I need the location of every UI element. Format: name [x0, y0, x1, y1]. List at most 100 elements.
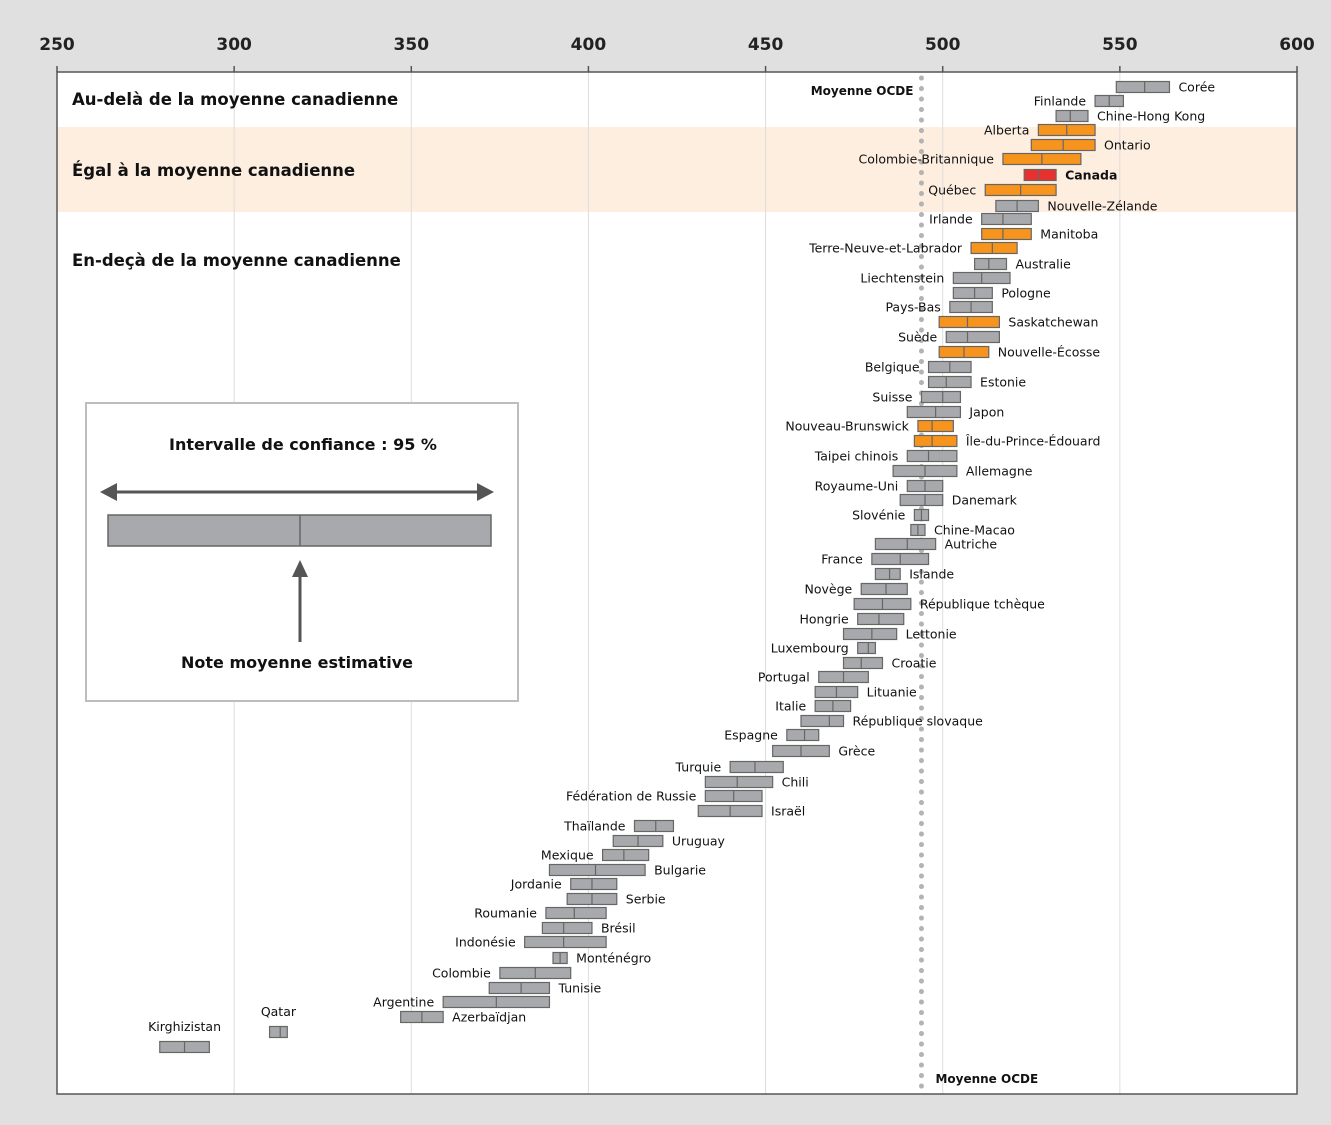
row-24-bar	[917, 419, 954, 433]
row-51-label: Thaïlande	[563, 819, 626, 834]
row-23-label: Japon	[968, 405, 1004, 420]
row-48-bar	[704, 775, 774, 789]
row-26-bar	[906, 449, 958, 463]
row-7-bar	[1023, 168, 1057, 182]
row-11-bar	[981, 227, 1032, 241]
tick-label-500: 500	[925, 35, 961, 55]
row-14-label: Liechtenstein	[860, 271, 944, 286]
row-43-label: Italie	[775, 699, 806, 714]
row-45-bar	[786, 728, 820, 742]
row-39-label: Luxembourg	[771, 641, 849, 656]
row-54-label: Bulgarie	[654, 863, 706, 878]
row-51-bar	[633, 819, 675, 833]
oecd-label-top: Moyenne OCDE	[811, 84, 914, 98]
row-40-label: Croatie	[891, 656, 936, 671]
row-3-label: Chine-Hong Kong	[1097, 109, 1205, 124]
row-18-bar	[945, 330, 1000, 344]
row-22-label: Suisse	[872, 390, 912, 405]
row-37-bar	[857, 612, 905, 626]
row-9-label: Nouvelle-Zélande	[1047, 199, 1157, 214]
row-45-label: Espagne	[724, 728, 778, 743]
row-47-bar	[729, 760, 784, 774]
row-38-label: Lettonie	[906, 627, 957, 642]
legend-title: Intervalle de confiance : 95 %	[169, 435, 437, 454]
row-58-label: Brésil	[601, 921, 636, 936]
row-53-bar	[601, 848, 650, 862]
row-20-label: Belgique	[865, 360, 920, 375]
legend-caption: Note moyenne estimative	[181, 653, 413, 672]
tick-label-600: 600	[1279, 35, 1315, 55]
row-42-label: Lituanie	[867, 685, 917, 700]
row-63-label: Argentine	[373, 995, 434, 1010]
row-65-label: Qatar	[261, 1004, 297, 1019]
legend-arrow-right-head	[477, 483, 494, 501]
row-13-label: Australie	[1015, 257, 1071, 272]
row-32-label: Autriche	[945, 537, 998, 552]
legend-up-arrow-head	[292, 560, 308, 577]
row-26-label: Taipei chinois	[814, 449, 899, 464]
row-37-label: Hongrie	[799, 612, 849, 627]
band-1	[57, 72, 1297, 127]
row-57-bar	[545, 906, 607, 920]
row-32-bar	[874, 537, 937, 551]
row-17-label: Saskatchewan	[1008, 315, 1098, 330]
row-64-label: Azerbaïdjan	[452, 1010, 526, 1025]
row-58-bar	[541, 921, 593, 935]
band-label-1: Au-delà de la moyenne canadienne	[72, 90, 398, 109]
row-66-label: Kirghizistan	[148, 1019, 221, 1034]
row-38-bar	[842, 627, 898, 641]
row-34-label: Islande	[909, 567, 954, 582]
row-5-label: Ontario	[1104, 138, 1151, 153]
legend-arrow-left-head	[100, 483, 117, 501]
tick-label-450: 450	[748, 35, 784, 55]
row-11-label: Manitoba	[1040, 227, 1098, 242]
row-55-label: Jordanie	[510, 877, 562, 892]
row-12-bar	[970, 241, 1018, 255]
row-29-label: Danemark	[952, 493, 1018, 508]
row-36-label: République tchèque	[920, 597, 1045, 612]
row-1-bar	[1115, 80, 1171, 94]
plot-frame	[56, 71, 1298, 1095]
tick-label-300: 300	[216, 35, 252, 55]
row-3-bar	[1055, 109, 1089, 123]
row-39-bar	[857, 641, 877, 655]
row-10-bar	[981, 212, 1032, 226]
row-48-label: Chili	[782, 775, 809, 790]
row-8-label: Québec	[928, 183, 976, 198]
row-46-label: Grèce	[838, 744, 875, 759]
row-2-label: Finlande	[1034, 94, 1087, 109]
row-18-label: Suède	[898, 330, 937, 345]
band-label-2: Égal à la moyenne canadienne	[72, 161, 355, 180]
row-54-bar	[548, 863, 646, 877]
row-22-bar	[920, 390, 962, 404]
row-59-bar	[524, 935, 607, 949]
row-65-bar	[268, 1025, 288, 1039]
row-1-label: Corée	[1178, 80, 1215, 95]
row-50-label: Israël	[771, 804, 805, 819]
row-13-bar	[973, 257, 1008, 271]
plot-layer: Au-delà de la moyenne canadienne Égal à l…	[39, 35, 1315, 1095]
tick-label-400: 400	[571, 35, 607, 55]
row-55-bar	[570, 877, 618, 891]
row-56-label: Serbie	[626, 892, 666, 907]
band-label-3: En-deçà de la moyenne canadienne	[72, 251, 401, 270]
row-15-label: Pologne	[1001, 286, 1051, 301]
row-24-label: Nouveau-Brunswick	[785, 419, 909, 434]
tick-label-550: 550	[1102, 35, 1138, 55]
tick-label-250: 250	[39, 35, 75, 55]
row-62-bar	[488, 981, 551, 995]
row-15-bar	[952, 286, 993, 300]
row-41-label: Portugal	[758, 670, 810, 685]
row-35-bar	[860, 582, 908, 596]
row-52-label: Uruguay	[672, 834, 726, 849]
row-29-bar	[899, 493, 944, 507]
row-6-label: Colombie-Britannique	[858, 152, 994, 167]
row-4-label: Alberta	[984, 123, 1029, 138]
row-33-label: France	[821, 552, 863, 567]
tick-label-350: 350	[394, 35, 430, 55]
row-25-label: Île-du-Prince-Édouard	[965, 434, 1101, 449]
row-53-label: Mexique	[541, 848, 594, 863]
row-44-label: République slovaque	[853, 714, 984, 729]
